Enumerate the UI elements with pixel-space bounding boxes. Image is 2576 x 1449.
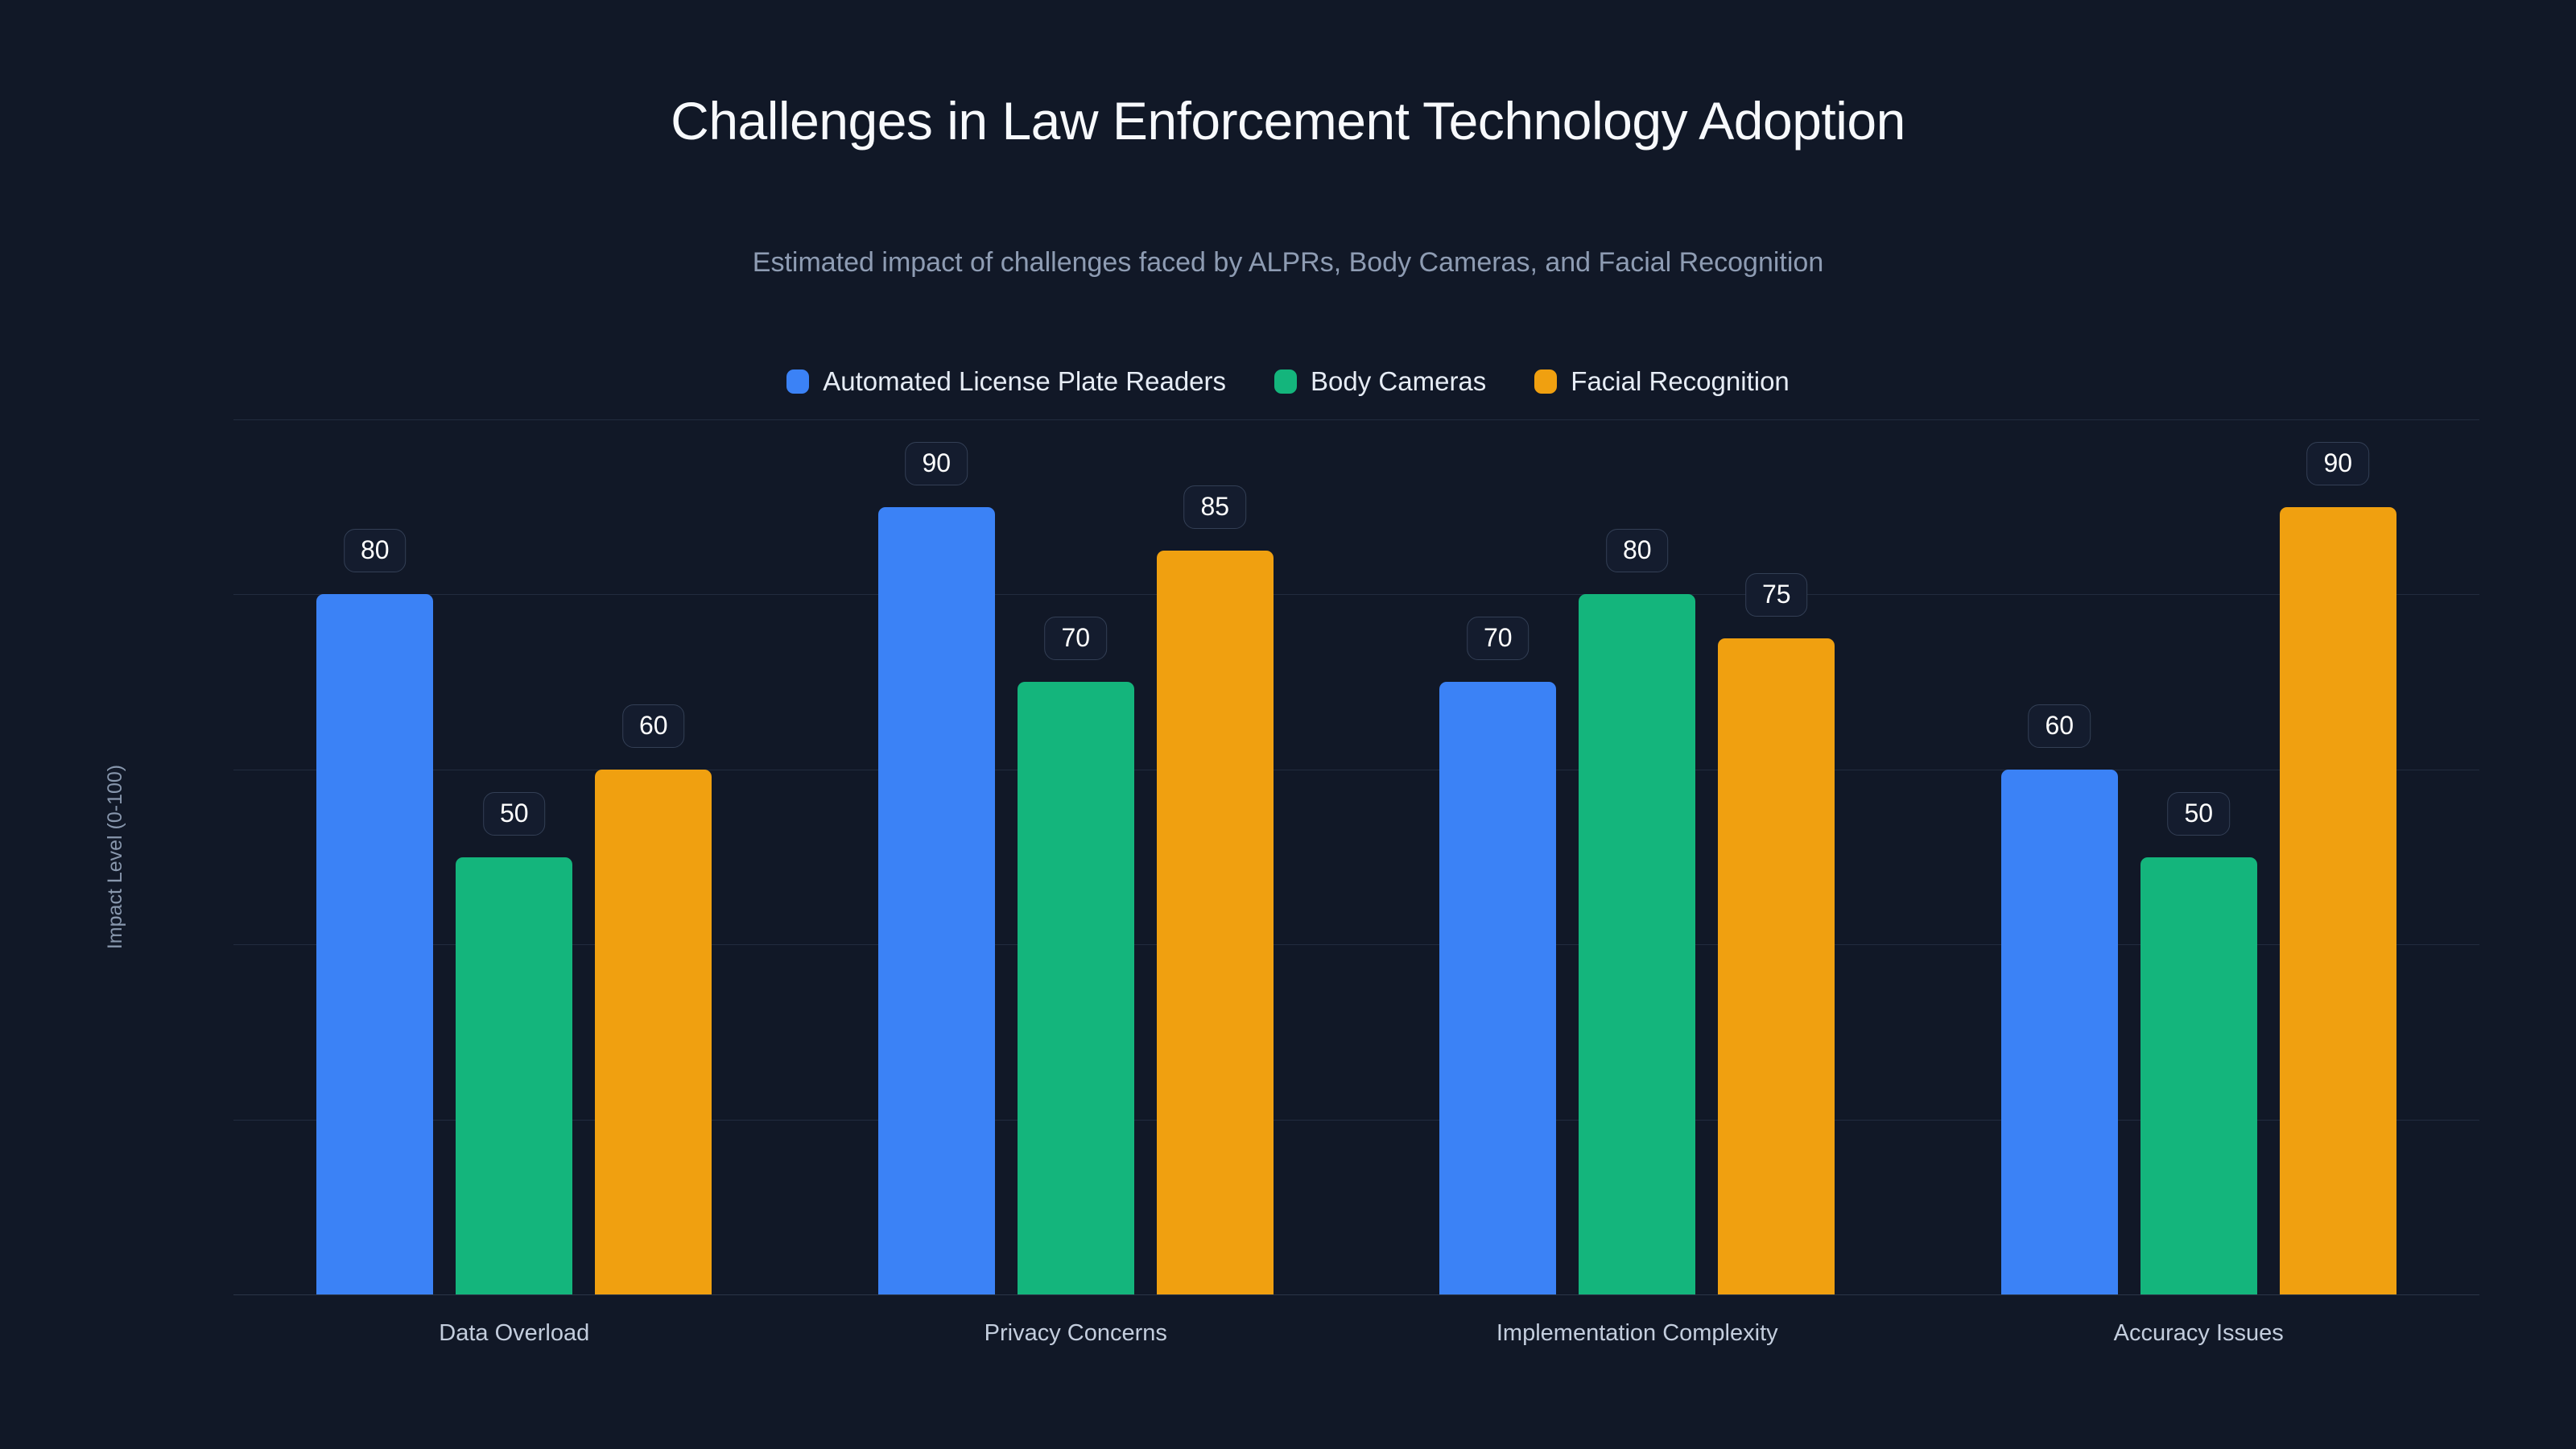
bar[interactable] [2279,506,2396,1294]
legend-item-label: Facial Recognition [1571,366,1790,396]
plot-area [233,419,2479,1295]
gridline [233,419,2479,420]
bar-slot: 70 [1017,419,1134,1294]
bar-value-label: 75 [1744,572,1808,617]
bar-value-label: 60 [2028,704,2091,748]
y-axis-title: Impact Level (0-100) [100,419,132,1294]
chart-legend: Automated License Plate Readers Body Came… [0,366,2576,397]
bar-slot: 60 [2000,419,2118,1294]
bar[interactable] [2140,857,2257,1294]
bar-value-label: 50 [482,791,546,836]
bar-group: 80 50 60 [316,419,712,1294]
legend-item-label: Automated License Plate Readers [823,366,1227,396]
bar-slot: 75 [1718,419,1835,1294]
legend-swatch-icon [1534,369,1558,394]
legend-item-2[interactable]: Facial Recognition [1534,366,1790,397]
bar-slot: 60 [595,419,712,1294]
bar-value-label: 85 [1183,485,1247,530]
legend-swatch-icon [786,369,810,394]
x-axis-category-labels: Data Overload Privacy Concerns Implementat… [233,1320,2479,1368]
bar-groups: 80 50 60 90 70 85 70 80 75 60 50 90 [233,419,2479,1294]
bar[interactable] [1439,682,1557,1294]
bar-slot: 80 [1579,419,1696,1294]
x-axis-category-label: Data Overload [439,1320,590,1346]
bar-value-label: 50 [2167,791,2231,836]
bar-group: 60 50 90 [2000,419,2396,1294]
chart-subtitle: Estimated impact of challenges faced by … [752,247,1824,278]
bar-slot: 90 [2279,419,2396,1294]
bar-slot: 80 [316,419,434,1294]
bar[interactable] [1718,638,1835,1294]
bar-slot: 85 [1156,419,1274,1294]
x-axis-category-label: Accuracy Issues [2113,1320,2284,1346]
x-axis-category-label: Privacy Concerns [984,1320,1167,1346]
x-axis-category-label: Implementation Complexity [1496,1320,1778,1346]
bar[interactable] [456,857,573,1294]
y-axis-title-text: Impact Level (0-100) [104,764,127,950]
bar[interactable] [595,769,712,1294]
gridline [233,594,2479,596]
bar[interactable] [316,594,434,1294]
bar-value-label: 80 [343,529,407,573]
chart-title: Challenges in Law Enforcement Technology… [671,91,1905,151]
bar-group: 70 80 75 [1439,419,1835,1294]
bar[interactable] [1579,594,1696,1294]
bar-value-label: 90 [2306,441,2370,485]
gridline [233,1119,2479,1121]
bar-value-label: 90 [905,441,968,485]
bar-value-label: 70 [1466,617,1530,661]
bar-slot: 70 [1439,419,1557,1294]
bar-slot: 50 [2140,419,2257,1294]
axis-baseline [233,1294,2479,1295]
bar-slot: 90 [877,419,995,1294]
legend-swatch-icon [1274,369,1298,394]
bar-value-label: 60 [621,704,685,748]
bar-group: 90 70 85 [877,419,1274,1294]
bar-value-label: 70 [1044,617,1108,661]
bar-value-label: 80 [1605,529,1669,573]
legend-item-label: Body Cameras [1311,366,1487,396]
gridline [233,944,2479,946]
legend-item-0[interactable]: Automated License Plate Readers [786,366,1226,397]
bar[interactable] [1017,682,1134,1294]
bar[interactable] [1156,551,1274,1294]
bar-slot: 50 [456,419,573,1294]
bar[interactable] [2000,769,2118,1294]
bar[interactable] [877,506,995,1294]
legend-item-1[interactable]: Body Cameras [1274,366,1486,397]
